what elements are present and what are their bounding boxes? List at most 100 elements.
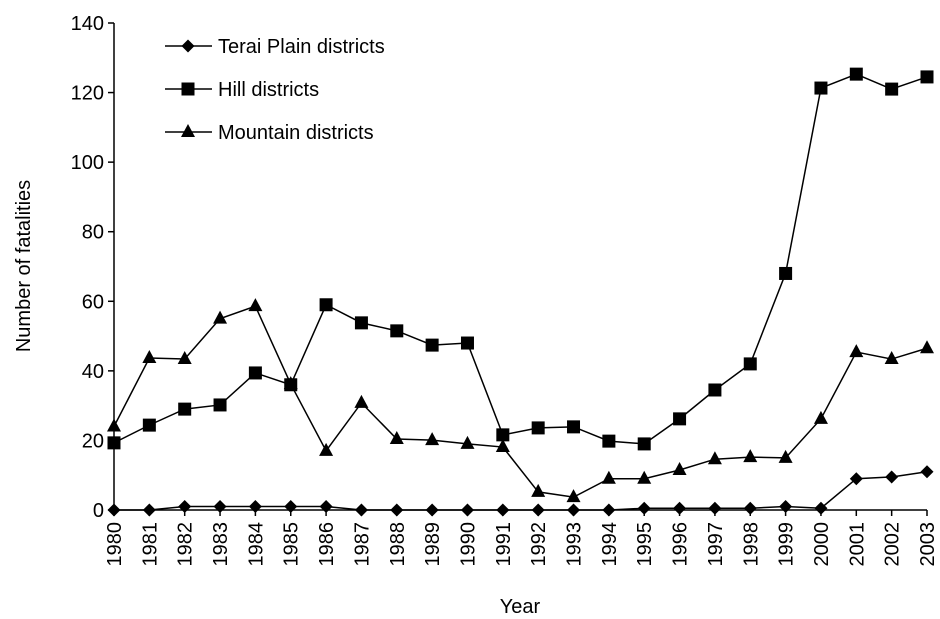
marker <box>672 461 687 475</box>
y-tick-label: 40 <box>82 361 104 383</box>
marker <box>107 418 121 432</box>
marker <box>708 383 722 397</box>
series-line <box>113 305 928 498</box>
y-tick-label: 80 <box>82 222 104 244</box>
marker <box>107 436 121 450</box>
x-tick-label: 1992 <box>528 522 550 567</box>
marker <box>390 503 404 517</box>
marker <box>319 500 333 514</box>
x-tick-label: 2001 <box>846 522 868 567</box>
marker <box>637 470 652 484</box>
marker <box>425 503 439 517</box>
marker <box>107 503 121 517</box>
series-line <box>114 470 928 511</box>
x-tick-label: 1991 <box>493 522 515 567</box>
marker <box>567 420 581 434</box>
legend-label: Terai Plain districts <box>218 36 385 58</box>
x-tick-label: 1990 <box>457 522 479 567</box>
marker <box>673 412 687 426</box>
y-axis-label: Number of fatalities <box>13 180 35 352</box>
marker <box>849 472 863 486</box>
marker <box>813 410 828 424</box>
x-tick-label: 1985 <box>281 522 303 567</box>
marker <box>567 503 581 517</box>
marker <box>496 503 510 517</box>
y-tick-label: 0 <box>93 500 104 522</box>
marker <box>885 82 899 96</box>
marker <box>707 451 722 465</box>
x-tick-label: 1988 <box>387 522 409 567</box>
marker <box>849 67 863 81</box>
x-tick-label: 1994 <box>599 522 621 567</box>
x-tick-label: 1981 <box>139 522 161 567</box>
marker <box>178 500 192 514</box>
marker <box>181 82 195 96</box>
marker <box>425 338 439 352</box>
marker <box>743 449 758 463</box>
y-tick-label: 120 <box>71 83 104 105</box>
y-tick-label: 100 <box>71 152 104 174</box>
marker <box>601 470 616 484</box>
x-tick-label: 2000 <box>811 522 833 567</box>
y-tick-label: 20 <box>82 430 104 452</box>
marker <box>496 428 510 442</box>
marker <box>602 503 616 517</box>
marker <box>708 501 722 515</box>
x-tick-label: 2003 <box>917 522 939 567</box>
marker <box>743 501 757 515</box>
x-tick-label: 1984 <box>245 522 267 567</box>
x-tick-label: 1982 <box>175 522 197 567</box>
marker <box>495 439 510 453</box>
x-tick-label: 1999 <box>776 522 798 567</box>
marker <box>213 310 228 324</box>
y-tick-label: 140 <box>71 13 104 35</box>
marker <box>460 336 474 350</box>
marker <box>637 501 651 515</box>
marker <box>566 489 581 503</box>
marker <box>177 351 192 365</box>
marker <box>885 470 899 484</box>
x-tick-label: 1998 <box>740 522 762 567</box>
marker <box>778 449 793 463</box>
marker <box>814 501 828 515</box>
x-tick-label: 1987 <box>351 522 373 567</box>
marker <box>142 503 156 517</box>
marker <box>849 344 864 358</box>
y-tick-label: 60 <box>82 291 104 313</box>
x-axis-label: Year <box>500 596 541 618</box>
marker <box>181 124 195 137</box>
marker <box>354 316 368 330</box>
marker <box>884 351 899 365</box>
marker <box>602 434 616 448</box>
x-tick-label: 1995 <box>634 522 656 567</box>
marker <box>637 437 651 451</box>
marker <box>920 465 934 479</box>
marker <box>531 421 545 435</box>
marker <box>354 503 368 517</box>
x-tick-label: 1980 <box>104 522 126 567</box>
marker <box>779 266 793 280</box>
marker <box>920 340 934 354</box>
x-tick-label: 1993 <box>564 522 586 567</box>
x-tick-label: 1986 <box>316 522 338 567</box>
marker <box>213 398 227 412</box>
marker <box>389 431 404 445</box>
marker <box>248 500 262 514</box>
x-tick-label: 1989 <box>422 522 444 567</box>
marker <box>142 349 157 363</box>
marker <box>319 298 333 312</box>
legend-label: Hill districts <box>218 79 319 101</box>
marker <box>531 503 545 517</box>
x-tick-label: 1997 <box>705 522 727 567</box>
marker <box>673 501 687 515</box>
marker <box>283 376 298 390</box>
marker <box>213 500 227 514</box>
marker <box>460 435 475 449</box>
marker <box>531 483 546 497</box>
marker <box>142 418 156 432</box>
marker <box>181 39 195 53</box>
marker <box>354 394 369 408</box>
marker <box>920 70 934 84</box>
marker <box>319 442 334 456</box>
